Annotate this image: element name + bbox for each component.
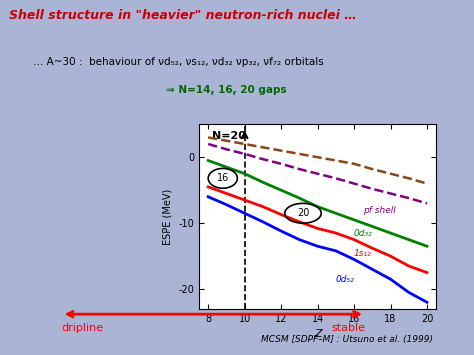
Text: 20: 20 [297, 208, 309, 218]
Text: ⇒ N=14, 16, 20 gaps: ⇒ N=14, 16, 20 gaps [166, 85, 286, 95]
Text: 16: 16 [217, 173, 229, 183]
Y-axis label: ESPE (MeV): ESPE (MeV) [163, 189, 173, 245]
Text: 0d₃₂: 0d₃₂ [354, 229, 373, 238]
Text: MCSM [SDPF–M] : Utsuno et al. (1999): MCSM [SDPF–M] : Utsuno et al. (1999) [261, 335, 433, 344]
X-axis label: Z: Z [314, 329, 321, 339]
Text: … A~30 :  behaviour of νd₅₂, νs₁₂, νd₃₂ νp₃₂, νf₇₂ orbitals: … A~30 : behaviour of νd₅₂, νs₁₂, νd₃₂ ν… [33, 57, 324, 67]
Text: 0d₅₂: 0d₅₂ [336, 275, 355, 284]
Text: stable: stable [331, 323, 365, 333]
Text: 1s₁₂: 1s₁₂ [354, 249, 372, 258]
Text: pf shell: pf shell [363, 206, 396, 215]
Text: Shell structure in "heavier" neutron-rich nuclei …: Shell structure in "heavier" neutron-ric… [9, 9, 357, 22]
Text: N=20: N=20 [212, 131, 246, 141]
Text: dripline: dripline [62, 323, 104, 333]
